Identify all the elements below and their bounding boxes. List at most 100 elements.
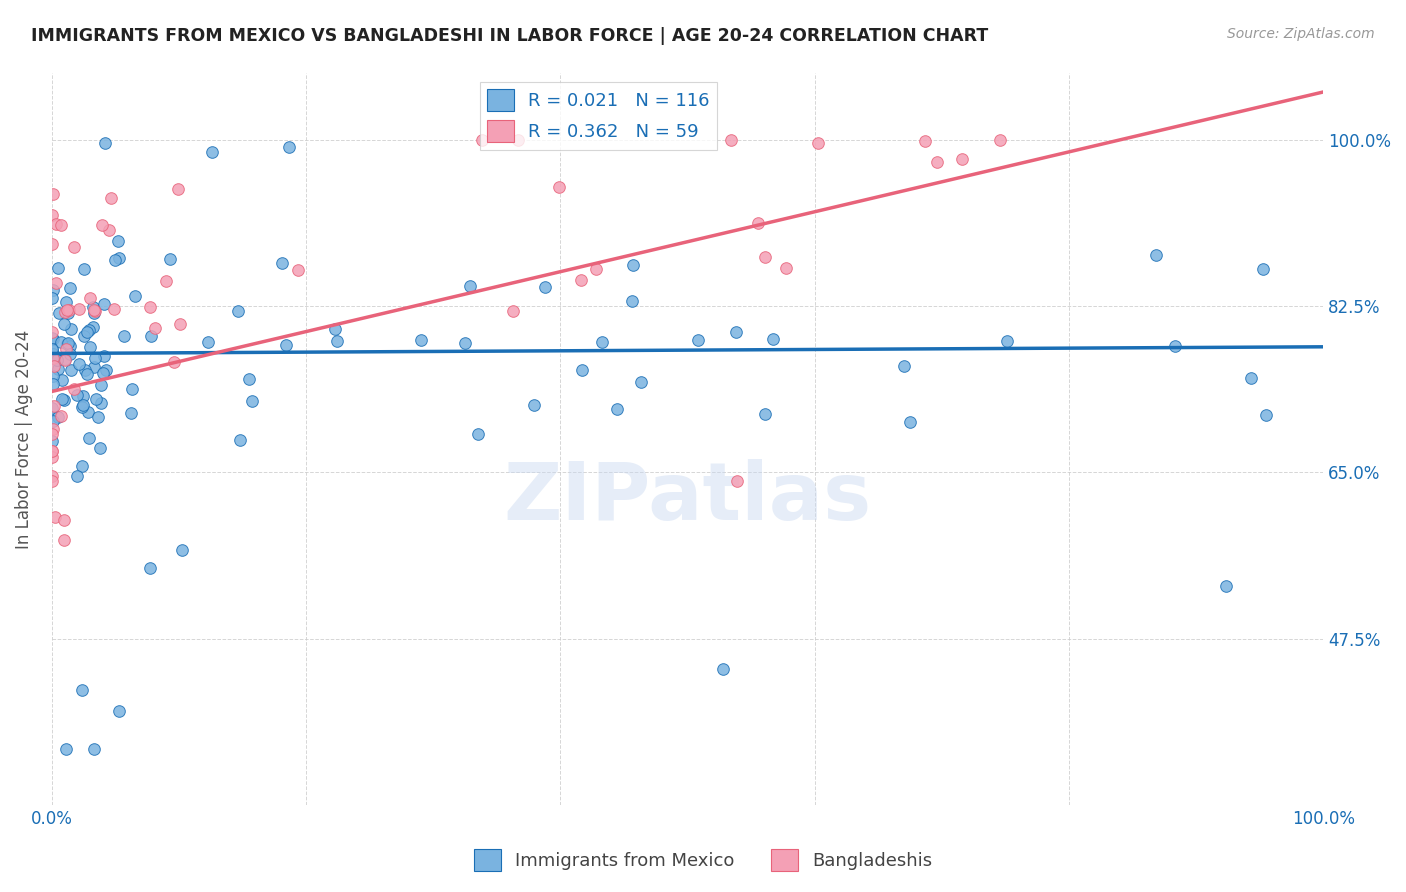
Legend: Immigrants from Mexico, Bangladeshis: Immigrants from Mexico, Bangladeshis [467, 842, 939, 879]
Point [41, 342, 63, 356]
Point [41, 208, 63, 222]
Point [49, 409, 72, 423]
Point [238, 372, 260, 386]
Point [82, 301, 104, 315]
Point [995, 334, 1018, 349]
Point [41, 343, 63, 358]
Point [79, 291, 101, 305]
Point [754, 408, 776, 422]
Point [471, 132, 494, 146]
Text: Source: ZipAtlas.com: Source: ZipAtlas.com [1227, 27, 1375, 41]
Point [41, 325, 63, 339]
Point [287, 263, 309, 277]
Point [72, 389, 94, 403]
Point [139, 301, 162, 315]
Point [45, 217, 67, 231]
Point [83, 741, 105, 756]
Point [91, 366, 114, 380]
Point [143, 320, 166, 334]
Point [83, 359, 105, 374]
Point [59, 322, 82, 336]
Point [45, 277, 67, 291]
Point [77, 405, 100, 419]
Point [93, 297, 115, 311]
Point [83, 306, 105, 320]
Point [591, 334, 613, 349]
Point [278, 140, 301, 154]
Point [724, 326, 747, 340]
Point [84, 351, 107, 365]
Point [927, 155, 949, 169]
Point [58, 338, 80, 352]
Point [323, 321, 346, 335]
Point [107, 705, 129, 719]
Point [467, 427, 489, 442]
Text: ZIPatlas: ZIPatlas [503, 458, 872, 537]
Point [807, 136, 830, 151]
Point [94, 362, 117, 376]
Legend: R = 0.021   N = 116, R = 0.362   N = 59: R = 0.021 N = 116, R = 0.362 N = 59 [479, 82, 717, 150]
Point [90, 396, 112, 410]
Point [42, 359, 65, 373]
Point [103, 302, 125, 317]
Point [630, 375, 652, 389]
Point [89, 441, 111, 455]
Point [42, 187, 65, 202]
Point [53, 513, 76, 527]
Point [229, 434, 252, 448]
Point [1215, 579, 1237, 593]
Point [55, 742, 77, 756]
Point [41, 468, 63, 483]
Point [139, 561, 162, 575]
Point [46, 409, 69, 424]
Point [45, 353, 67, 368]
Point [100, 191, 122, 205]
Point [41, 331, 63, 345]
Point [51, 392, 73, 407]
Point [458, 279, 481, 293]
Point [502, 303, 524, 318]
Point [686, 333, 709, 347]
Point [898, 415, 921, 429]
Point [988, 132, 1011, 146]
Point [170, 543, 193, 558]
Point [169, 317, 191, 331]
Point [454, 336, 477, 351]
Point [201, 145, 224, 159]
Point [42, 347, 65, 361]
Point [270, 256, 292, 270]
Point [620, 294, 643, 309]
Point [77, 431, 100, 445]
Point [914, 134, 936, 148]
Point [120, 406, 142, 420]
Point [141, 329, 163, 343]
Point [65, 469, 87, 483]
Point [548, 180, 571, 194]
Point [775, 260, 797, 275]
Point [41, 351, 63, 365]
Point [41, 444, 63, 458]
Point [49, 334, 72, 349]
Point [53, 305, 76, 319]
Point [42, 376, 65, 391]
Point [226, 303, 249, 318]
Point [52, 533, 75, 547]
Point [76, 325, 98, 339]
Point [53, 351, 76, 366]
Point [93, 136, 115, 150]
Point [86, 410, 108, 425]
Point [90, 378, 112, 392]
Point [65, 388, 87, 402]
Point [754, 250, 776, 264]
Point [41, 422, 63, 436]
Point [51, 372, 73, 386]
Point [70, 682, 93, 697]
Point [104, 252, 127, 267]
Point [86, 392, 108, 406]
Point [56, 302, 79, 317]
Point [63, 382, 86, 396]
Point [59, 281, 82, 295]
Point [67, 301, 90, 316]
Point [84, 304, 107, 318]
Point [91, 218, 114, 232]
